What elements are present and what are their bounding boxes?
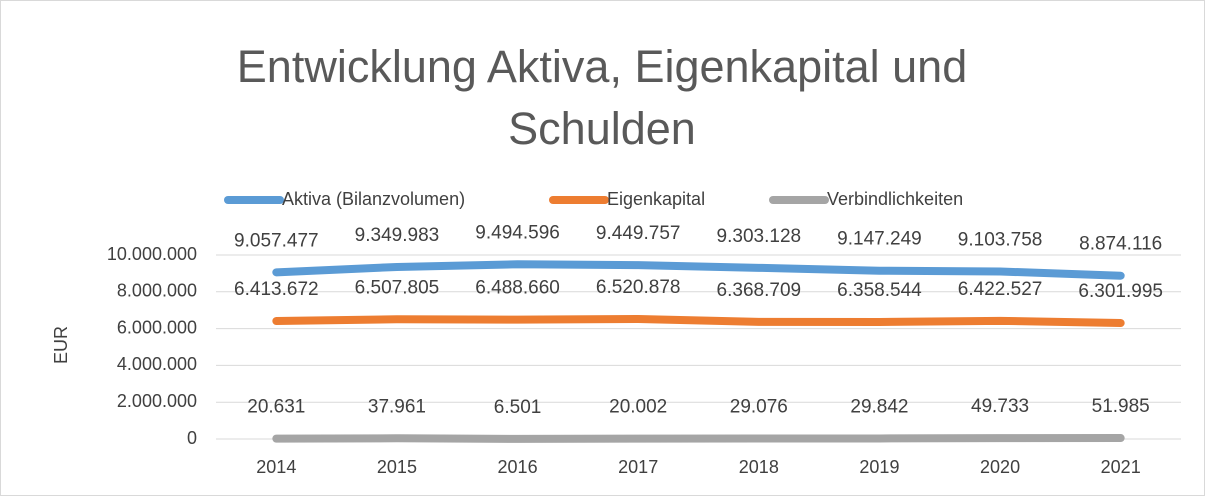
legend-label: Verbindlichkeiten	[827, 189, 963, 209]
y-axis-label: EUR	[51, 326, 71, 364]
data-label: 6.501	[494, 397, 542, 418]
data-label: 6.422.527	[958, 279, 1043, 300]
data-label: 37.961	[368, 396, 426, 417]
data-label: 6.413.672	[234, 279, 319, 300]
data-label: 8.874.116	[1079, 234, 1162, 255]
data-label: 9.147.249	[837, 229, 922, 250]
series-line	[272, 315, 1125, 328]
data-label: 9.103.758	[958, 230, 1043, 251]
series-line	[272, 434, 1125, 443]
legend-label: Eigenkapital	[607, 189, 705, 209]
x-tick-label: 2020	[980, 457, 1020, 477]
data-label: 51.985	[1092, 396, 1150, 417]
x-tick-label: 2018	[739, 457, 779, 477]
x-tick-label: 2019	[859, 457, 899, 477]
y-tick-label: 0	[187, 428, 197, 448]
y-tick-label: 2.000.000	[117, 391, 197, 411]
data-label: 6.520.878	[596, 277, 681, 298]
y-tick-label: 10.000.000	[107, 244, 197, 264]
x-tick-label: 2016	[498, 457, 538, 477]
data-label: 9.303.128	[717, 226, 802, 247]
data-label: 6.301.995	[1078, 281, 1163, 302]
legend-label: Aktiva (Bilanzvolumen)	[282, 189, 465, 209]
data-label: 20.002	[609, 397, 667, 418]
data-label: 9.494.596	[475, 222, 560, 243]
data-label: 49.733	[971, 396, 1029, 417]
x-tick-label: 2017	[618, 457, 658, 477]
data-label: 9.057.477	[234, 230, 319, 251]
x-tick-label: 2021	[1101, 457, 1141, 477]
data-label: 29.842	[850, 396, 908, 417]
y-tick-label: 8.000.000	[117, 281, 197, 301]
data-label: 6.507.805	[355, 277, 440, 298]
data-label: 9.449.757	[596, 223, 681, 244]
data-label: 6.368.709	[717, 280, 802, 301]
data-label: 6.358.544	[837, 280, 922, 301]
data-label: 20.631	[247, 397, 305, 418]
data-label: 29.076	[730, 396, 788, 417]
x-tick-label: 2014	[256, 457, 296, 477]
y-tick-label: 4.000.000	[117, 354, 197, 374]
data-label: 9.349.983	[355, 225, 440, 246]
x-tick-label: 2015	[377, 457, 417, 477]
y-tick-label: 6.000.000	[117, 317, 197, 337]
data-label: 6.488.660	[475, 278, 560, 299]
series-line	[272, 260, 1125, 280]
chart-title: Entwicklung Aktiva, Eigenkapital und Sch…	[236, 41, 968, 154]
